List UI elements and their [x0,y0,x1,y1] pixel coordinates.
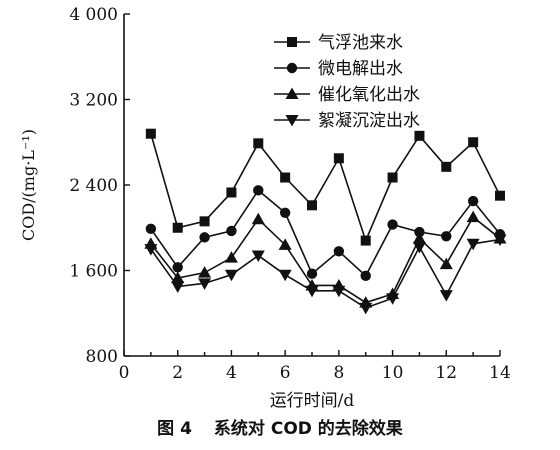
legend-marker-2 [286,62,298,74]
series-4-point [386,293,400,305]
series-1-point [253,138,264,149]
figure-title: 系统对 COD 的去除效果 [213,419,403,439]
series-2-point [441,231,452,242]
series-2-point [199,232,210,243]
cod-removal-chart: 800 1 600 2 400 3 200 4 000 0 2 4 6 8 10 12 14 运行时间/d… [19,5,511,410]
series-4-point [439,290,453,302]
series-1-point [468,137,479,148]
x-tick-label: 12 [435,363,457,383]
x-tick-label: 14 [489,363,511,383]
series-3-point [278,238,292,250]
figure-number: 图 4 [157,419,192,439]
y-tick-label: 1 600 [69,262,118,282]
x-axis-label: 运行时间/d [270,391,355,410]
series-4-point [251,250,265,263]
legend-marker-3 [285,87,299,99]
series-4-point [198,278,212,290]
series-4-point [332,285,346,298]
series-4-point [466,238,480,251]
y-tick-label: 4 000 [69,5,118,25]
series-4-point [171,281,185,294]
series-4-point [412,241,426,254]
series-line-3 [150,215,501,304]
series-4-point [493,234,507,247]
x-tick-label: 6 [280,363,291,383]
y-tick-label: 800 [86,347,118,367]
series-2-point [172,262,183,273]
series-4-point [278,269,292,282]
x-tick-label: 10 [382,363,404,383]
x-tick-label: 0 [119,363,130,383]
series-4-point [359,302,373,315]
series-1-point [280,172,291,183]
series-3-point [439,257,453,270]
series-4-point [224,269,238,282]
series-1-point [333,153,344,164]
series-1-point [387,172,398,183]
series-2-point [467,195,479,207]
x-tick-label: 8 [333,363,344,383]
series-2-point [253,185,264,196]
series-2-point [360,270,371,282]
series-1-point [495,190,505,201]
legend-marker-4 [285,115,299,127]
series-4-point [305,285,319,298]
series-1-point [441,161,452,172]
series-4-point [144,244,158,256]
y-tick-label: 3 200 [69,91,118,111]
series-3-point [251,212,265,225]
legend-label-2: 微电解出水 [318,59,403,79]
y-tick-label: 2 400 [69,176,118,196]
series-1-point [199,216,210,227]
series-2-point [333,246,345,257]
series-2-point [279,207,291,218]
legend-label-1: 气浮池来水 [318,33,403,53]
y-axis-label: COD/(mg·L⁻¹) [19,129,38,241]
legend-marker-1 [287,37,297,47]
series-1-point [226,187,237,198]
series-1-point [145,128,156,139]
figure-caption: 图 4 系统对 COD 的去除效果 [0,414,560,439]
series-2-point [306,268,318,279]
series-1-point [360,235,371,246]
series-3-point [171,271,185,283]
x-tick-label: 2 [172,363,183,383]
series-3-point [198,266,212,278]
series-3-point [466,210,480,223]
legend-label-3: 催化氧化出水 [318,85,420,105]
x-tick-label: 4 [226,363,237,383]
series-1-point [172,222,183,233]
series-2-point [387,219,398,230]
series-1-point [414,130,425,141]
series-3-point [224,251,238,263]
series-2-point [145,223,157,235]
series-1-point [307,200,317,211]
series-2-point [226,225,237,237]
series-3-point [412,231,426,244]
legend-label-4: 絮凝沉淀出水 [318,111,420,131]
